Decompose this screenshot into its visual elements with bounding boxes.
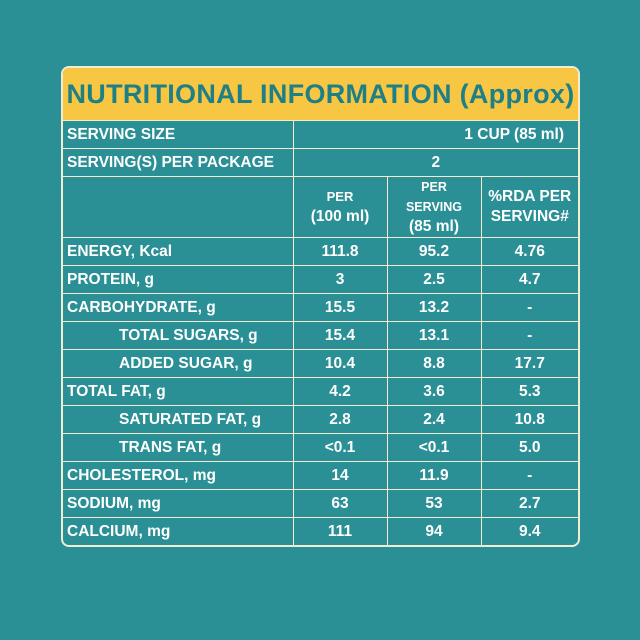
servings-per-package-row: SERVING(S) PER PACKAGE 2 [63,148,578,177]
nutrient-rda: - [480,321,578,350]
nutrient-per-serving: 95.2 [386,237,482,266]
nutrient-row: TOTAL FAT, g 4.2 3.6 5.3 [63,377,578,406]
nutrient-row: TOTAL SUGARS, g 15.4 13.1- [63,321,578,350]
nutrient-row: PROTEIN, g 3 2.5 4.7 [63,265,578,294]
nutrient-name: TRANS FAT, g [63,433,294,462]
nutrient-per-serving: 11.9 [386,461,482,490]
nutrient-per-100: 3 [292,265,388,294]
nutrient-name: TOTAL FAT, g [63,377,294,406]
nutrient-per-100: 2.8 [292,405,388,434]
nutrient-per-100: 10.4 [292,349,388,378]
nutrient-rda: 4.76 [480,237,578,266]
nutrient-per-100: <0.1 [292,433,388,462]
column-header-row: PER (100 ml) PER SERVING (85 ml) %RDA PE… [63,176,578,238]
nutrient-name: ENERGY, Kcal [63,237,294,266]
nutrient-per-serving: 2.5 [386,265,482,294]
nutrient-rda: 5.3 [480,377,578,406]
column-header-rda: %RDA PER SERVING# [480,176,578,238]
nutrient-name: SATURATED FAT, g [63,405,294,434]
column-header-blank [63,176,294,238]
nutrient-rda: 4.7 [480,265,578,294]
serving-size-value: 1 CUP (85 ml) [292,120,578,149]
nutrient-name: TOTAL SUGARS, g [63,321,294,350]
column-header-per-100-line1: PER [326,189,354,204]
column-header-rda-line1: %RDA PER [488,188,572,205]
nutrient-rda: 17.7 [480,349,578,378]
nutrient-row: ADDED SUGAR, g 10.4 8.8 17.7 [63,349,578,378]
nutrient-per-serving: 53 [386,489,482,518]
column-header-rda-line2: SERVING# [490,208,569,225]
column-header-per-serving-line1: PER SERVING [405,180,463,214]
nutrient-rda: 9.4 [480,517,578,545]
nutrient-name: CARBOHYDRATE, g [63,293,294,322]
nutrient-per-100: 15.4 [292,321,388,350]
column-header-per-100: PER (100 ml) [292,176,388,238]
column-header-per-serving-line2: (85 ml) [409,218,459,235]
column-header-per-100-line2: (100 ml) [310,208,370,225]
nutrition-panel: NUTRITIONAL INFORMATION (Approx) SERVING… [61,66,580,547]
nutrient-rda: - [480,461,578,490]
nutrient-per-serving: 2.4 [386,405,482,434]
nutrition-table: SERVING SIZE 1 CUP (85 ml) SERVING(S) PE… [63,120,578,545]
nutrient-per-100: 4.2 [292,377,388,406]
nutrient-rda: 5.0 [480,433,578,462]
nutrient-row: TRANS FAT, g <0.1 <0.1 5.0 [63,433,578,462]
nutrient-name: SODIUM, mg [63,489,294,518]
serving-size-row: SERVING SIZE 1 CUP (85 ml) [63,120,578,149]
servings-per-package-value: 2 [292,148,578,177]
nutrient-per-serving: 3.6 [386,377,482,406]
nutrient-row: SATURATED FAT, g 2.8 2.4 10.8 [63,405,578,434]
nutrient-rda: - [480,293,578,322]
nutrient-per-100: 111.8 [292,237,388,266]
nutrient-name: ADDED SUGAR, g [63,349,294,378]
servings-per-package-label: SERVING(S) PER PACKAGE [63,148,294,177]
nutrient-row: CARBOHYDRATE, g 15.5 13.2- [63,293,578,322]
nutrient-name: PROTEIN, g [63,265,294,294]
serving-size-label: SERVING SIZE [63,120,294,149]
nutrient-row: ENERGY, Kcal 111.8 95.2 4.76 [63,237,578,266]
nutrient-per-100: 15.5 [292,293,388,322]
nutrient-per-serving: 94 [386,517,482,545]
nutrient-per-100: 63 [292,489,388,518]
nutrient-rda: 10.8 [480,405,578,434]
nutrient-per-serving: 13.1 [386,321,482,350]
nutrient-name: CHOLESTEROL, mg [63,461,294,490]
nutrition-title: NUTRITIONAL INFORMATION (Approx) [63,68,578,120]
nutrient-per-serving: <0.1 [386,433,482,462]
nutrient-per-serving: 8.8 [386,349,482,378]
nutrient-per-serving: 13.2 [386,293,482,322]
nutrient-name: CALCIUM, mg [63,517,294,545]
nutrient-per-100: 14 [292,461,388,490]
nutrient-rda: 2.7 [480,489,578,518]
nutrient-per-100: 111 [292,517,388,545]
nutrient-row: SODIUM, mg 63 53 2.7 [63,489,578,518]
column-header-per-serving: PER SERVING (85 ml) [386,176,482,238]
nutrient-row: CHOLESTEROL, mg 14 11.9- [63,461,578,490]
nutrient-row: CALCIUM, mg 111 94 9.4 [63,517,578,545]
